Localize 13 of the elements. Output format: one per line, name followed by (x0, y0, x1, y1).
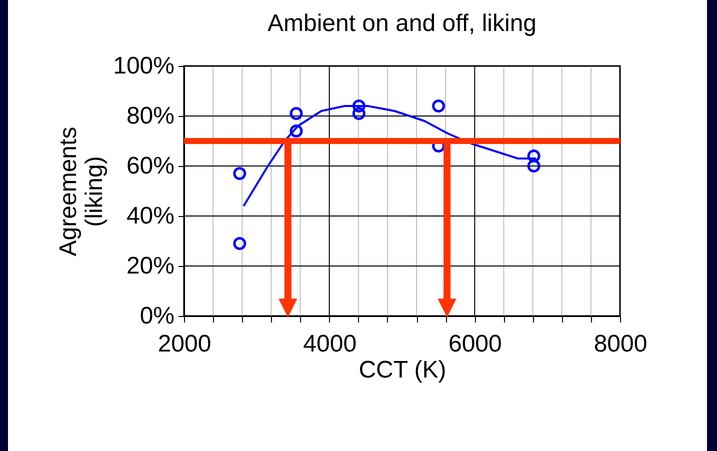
x-tick-label: 8000 (594, 330, 648, 358)
y-tick-label: 80% (126, 102, 174, 130)
x-axis-title: CCT (K) (358, 356, 446, 384)
chart-title: Ambient on and off, liking (267, 10, 537, 37)
x-tick-label: 4000 (303, 330, 357, 358)
y-tick-label: 0% (140, 302, 174, 330)
y-tick-label: 20% (126, 252, 174, 280)
x-tick-label: 6000 (448, 330, 502, 358)
y-tick-label: 60% (126, 152, 174, 180)
x-tick-label: 2000 (158, 330, 212, 358)
y-tick-label: 40% (126, 202, 174, 230)
y-tick-label: 100% (113, 52, 174, 80)
y-axis-title: Agreements (liking) (55, 126, 108, 256)
